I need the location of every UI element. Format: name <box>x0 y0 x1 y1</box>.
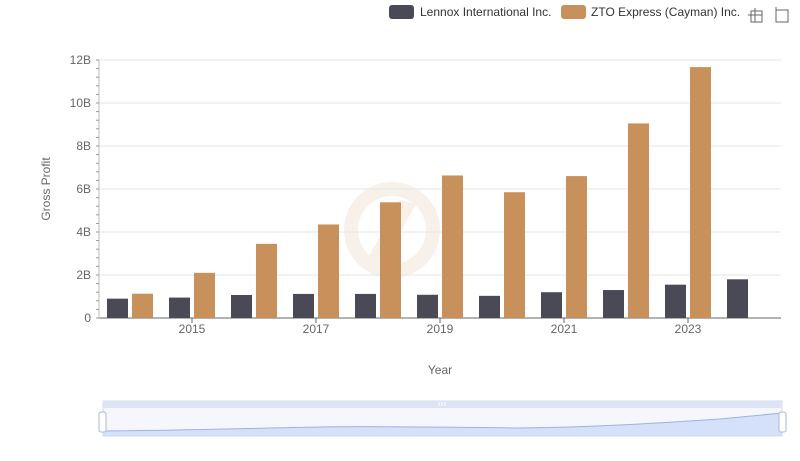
bar-lennox-2017[interactable] <box>293 293 314 318</box>
data-zoom-slider[interactable] <box>98 400 787 437</box>
slider-preview-area <box>103 413 782 436</box>
bar-zto-2017[interactable] <box>318 224 339 318</box>
bar-zto-2016[interactable] <box>256 243 277 318</box>
bar-lennox-2024[interactable] <box>727 279 748 318</box>
bar-lennox-2022[interactable] <box>603 290 624 318</box>
x-tick-label: 2019 <box>427 322 454 336</box>
x-axis-title: Year <box>428 363 452 377</box>
bar-lennox-2021[interactable] <box>541 292 562 318</box>
x-tick-label: 2021 <box>551 322 578 336</box>
x-tick-labels: 2015 2017 2019 2021 2023 <box>179 318 702 336</box>
bar-zto-2019[interactable] <box>442 175 463 318</box>
zoom-icon[interactable] <box>748 8 763 23</box>
legend: Lennox International Inc. ZTO Express (C… <box>389 5 740 19</box>
bar-lennox-2014[interactable] <box>107 298 128 318</box>
slider-handle-right[interactable] <box>778 411 787 433</box>
legend-label-zto: ZTO Express (Cayman) Inc. <box>591 5 740 19</box>
legend-item-lennox[interactable]: Lennox International Inc. <box>389 5 551 19</box>
bar-lennox-2020[interactable] <box>479 295 500 318</box>
bar-zto-2014[interactable] <box>132 293 153 318</box>
y-tick-label: 2B <box>76 268 91 282</box>
slider-grip-icon[interactable] <box>438 402 446 406</box>
legend-item-zto[interactable]: ZTO Express (Cayman) Inc. <box>561 5 740 19</box>
grid-lines <box>99 59 781 276</box>
bar-zto-2018[interactable] <box>380 202 401 318</box>
bar-lennox-2018[interactable] <box>355 293 376 318</box>
bar-zto-2020[interactable] <box>504 192 525 318</box>
y-axis-title: Gross Profit <box>39 157 53 221</box>
y-tick-label: 6B <box>76 182 91 196</box>
restore-zoom-icon[interactable] <box>775 7 789 23</box>
x-tick-label: 2023 <box>675 322 702 336</box>
y-tick-label: 4B <box>76 225 91 239</box>
x-tick-label: 2015 <box>179 322 206 336</box>
bar-lennox-2019[interactable] <box>417 294 438 318</box>
slider-handle-left[interactable] <box>98 411 107 433</box>
bar-zto-2021[interactable] <box>566 176 587 318</box>
legend-swatch-lennox <box>389 5 414 19</box>
legend-swatch-zto <box>561 5 586 19</box>
legend-label-lennox: Lennox International Inc. <box>420 5 551 19</box>
y-tick-labels: 0 2B 4B 6B 8B 10B 12B <box>70 53 92 325</box>
y-tick-label: 10B <box>70 96 91 110</box>
y-minor-ticks <box>96 59 99 319</box>
bar-zto-2015[interactable] <box>194 272 215 318</box>
y-tick-label: 8B <box>76 139 91 153</box>
bar-lennox-2023[interactable] <box>665 284 686 318</box>
bars <box>107 67 748 318</box>
bar-zto-2022[interactable] <box>628 123 649 318</box>
bar-lennox-2016[interactable] <box>231 294 252 318</box>
y-tick-label: 12B <box>70 53 91 67</box>
bar-zto-2023[interactable] <box>690 67 711 318</box>
x-tick-label: 2017 <box>303 322 330 336</box>
bar-lennox-2015[interactable] <box>169 297 190 318</box>
slider-preview-line <box>102 412 783 432</box>
y-tick-label: 0 <box>84 311 91 325</box>
